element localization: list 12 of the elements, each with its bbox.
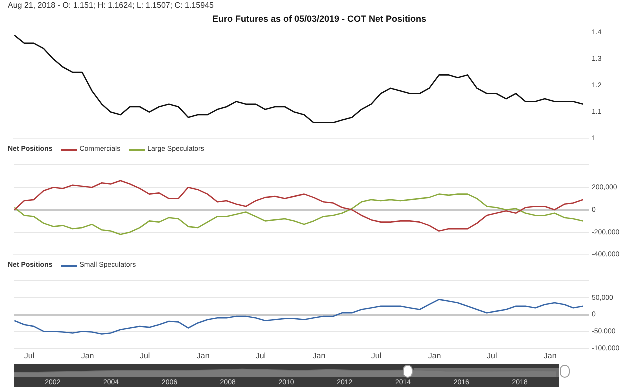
x-tick-label: Jul [486, 351, 498, 360]
x-tick-label: Jul [24, 351, 35, 360]
x-tick-label: Jan [312, 351, 326, 360]
x-tick-label: Jul [371, 351, 382, 360]
x-tick-label: Jul [140, 351, 150, 360]
x-tick-label: Jul [256, 351, 266, 360]
x-tick-label: Jan [81, 351, 94, 360]
x-tick-label: Jan [428, 351, 442, 360]
text: Aug 21, 2018 - O: 1.151; H: 1.1624; L: 1.1507; C: 1.15945 [8, 1, 214, 10]
chart-title: Euro Futures as of 05/03/2019 - COT Net Positions [212, 14, 427, 24]
x-tick-label: Jan [196, 351, 210, 360]
x-tick-label: Jan [544, 351, 557, 360]
